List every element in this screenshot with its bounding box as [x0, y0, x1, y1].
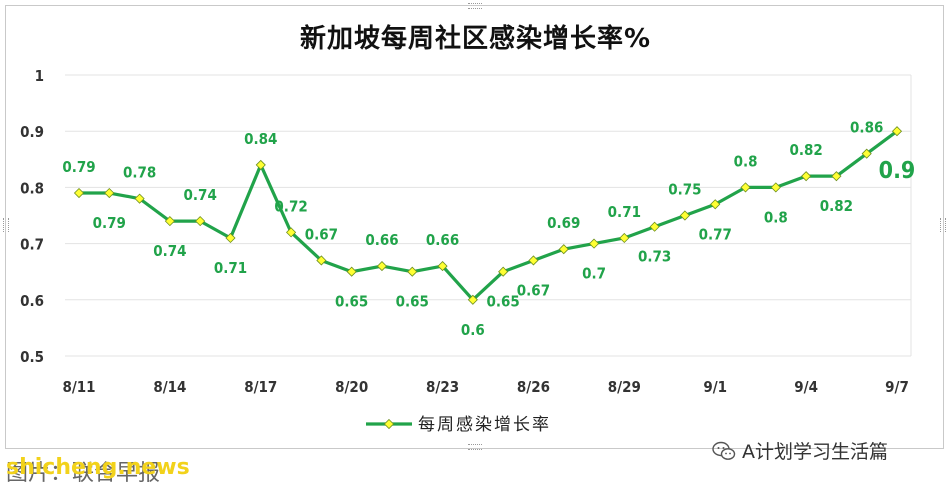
x-tick-label: 8/20: [335, 378, 368, 396]
y-tick-label: 1: [35, 67, 44, 85]
data-point-marker[interactable]: [740, 182, 751, 193]
x-tick-label: 9/4: [794, 378, 818, 396]
wechat-watermark: A计划学习生活篇: [712, 437, 888, 464]
frame-handle-bottom[interactable]: [468, 444, 482, 450]
data-point-marker[interactable]: [498, 266, 509, 277]
data-point-marker[interactable]: [770, 182, 781, 193]
data-label: 0.79: [62, 158, 95, 176]
frame-handle-right[interactable]: [940, 218, 946, 232]
data-label: 0.75: [668, 181, 701, 199]
image-source-caption: 图片：联合早报: [6, 461, 161, 486]
legend-label: 每周感染增长率: [418, 415, 551, 435]
data-point-marker[interactable]: [558, 244, 569, 255]
x-tick-label: 8/14: [153, 378, 186, 396]
data-label: 0.65: [335, 293, 368, 311]
x-tick-label: 8/11: [62, 378, 95, 396]
x-tick-label: 8/23: [426, 378, 459, 396]
data-label: 0.65: [396, 293, 429, 311]
data-label: 0.82: [820, 197, 853, 215]
y-tick-label: 0.8: [20, 179, 44, 197]
x-tick-label: 8/17: [244, 378, 277, 396]
data-point-marker[interactable]: [255, 159, 266, 170]
data-label: 0.67: [517, 281, 550, 299]
data-label: 0.77: [699, 225, 732, 243]
y-tick-label: 0.7: [20, 236, 44, 254]
data-point-marker[interactable]: [467, 294, 478, 305]
data-point-marker[interactable]: [195, 216, 206, 227]
data-point-marker[interactable]: [679, 210, 690, 221]
y-tick-label: 0.5: [20, 348, 44, 366]
data-point-marker[interactable]: [286, 227, 297, 238]
data-label: 0.65: [486, 293, 519, 311]
data-point-marker[interactable]: [528, 255, 539, 266]
brand-watermark: shicheng.news: [6, 455, 190, 480]
y-tick-label: 0.6: [20, 292, 44, 310]
data-point-marker[interactable]: [225, 232, 236, 244]
data-point-marker[interactable]: [831, 171, 842, 182]
data-label: 0.67: [305, 225, 338, 243]
data-point-marker[interactable]: [801, 171, 812, 182]
data-label: 0.7: [582, 265, 606, 283]
data-point-marker[interactable]: [588, 238, 600, 249]
data-point-marker[interactable]: [407, 266, 418, 277]
chart-frame: [5, 5, 944, 449]
legend-marker: [383, 418, 395, 430]
x-tick-label: 9/1: [703, 378, 727, 396]
data-label: 0.72: [274, 197, 307, 215]
data-label: 0.71: [608, 203, 641, 221]
data-point-marker[interactable]: [134, 193, 145, 204]
data-label: 0.73: [638, 248, 671, 266]
data-point-marker[interactable]: [437, 261, 448, 272]
data-label: 0.6: [461, 321, 485, 339]
data-label: 0.66: [426, 231, 459, 249]
data-point-marker[interactable]: [376, 261, 388, 272]
x-tick-label: 9/7: [885, 378, 909, 396]
wechat-icon: [712, 440, 736, 462]
data-point-marker[interactable]: [861, 148, 872, 159]
x-tick-label: 8/29: [608, 378, 641, 396]
data-point-marker[interactable]: [104, 187, 115, 199]
data-label: 0.84: [244, 130, 277, 148]
data-label: 0.9: [879, 158, 916, 184]
data-point-marker[interactable]: [346, 266, 357, 277]
data-label: 0.69: [547, 214, 580, 232]
data-label: 0.79: [93, 214, 126, 232]
data-label: 0.86: [850, 119, 883, 137]
data-point-marker[interactable]: [73, 187, 85, 199]
x-tick-label: 8/26: [517, 378, 550, 396]
data-label: 0.74: [184, 186, 217, 204]
y-tick-label: 0.9: [20, 123, 44, 141]
data-label: 0.74: [153, 242, 186, 260]
data-label: 0.82: [789, 141, 822, 159]
series-line: [79, 129, 898, 302]
wechat-account-name: A计划学习生活篇: [742, 441, 888, 463]
data-point-marker[interactable]: [891, 126, 903, 137]
frame-handle-top[interactable]: [468, 3, 482, 9]
data-label: 0.8: [734, 152, 758, 170]
data-label: 0.78: [123, 164, 156, 182]
data-point-marker[interactable]: [619, 232, 630, 244]
data-label: 0.66: [365, 231, 398, 249]
data-point-marker[interactable]: [164, 216, 175, 227]
frame-handle-left[interactable]: [3, 218, 9, 232]
data-label: 0.71: [214, 259, 247, 277]
chart-title: 新加坡每周社区感染增长率%: [299, 24, 652, 54]
data-point-marker[interactable]: [316, 255, 327, 266]
data-point-marker[interactable]: [710, 199, 721, 210]
data-label: 0.8: [764, 208, 788, 226]
data-point-marker[interactable]: [649, 221, 660, 232]
